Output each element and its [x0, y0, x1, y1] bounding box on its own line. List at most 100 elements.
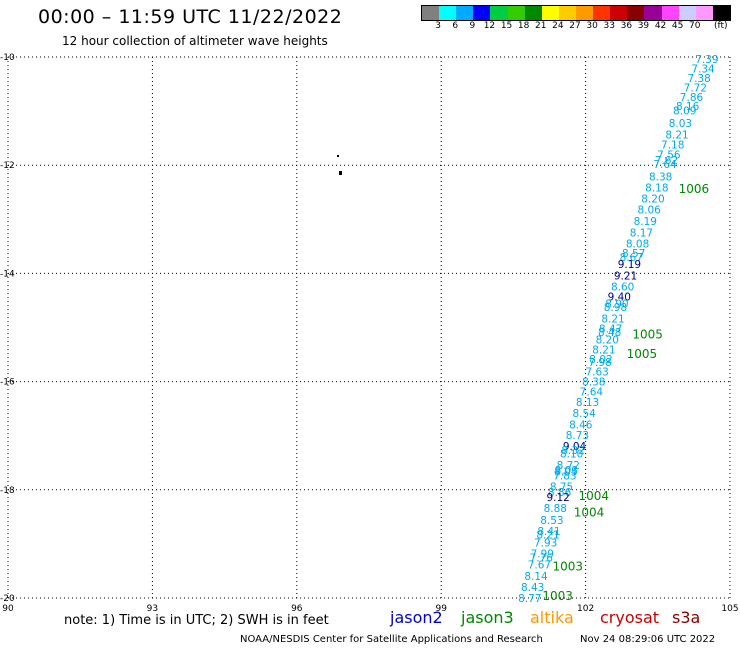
wave-height-label: 9.21 — [614, 271, 637, 283]
wave-height-label: 8.73 — [566, 430, 589, 442]
scale-swatch — [593, 6, 611, 20]
scale-swatch — [695, 6, 713, 20]
map-subtitle: 12 hour collection of altimeter wave hei… — [62, 34, 328, 48]
scale-swatch — [558, 6, 576, 20]
mission-legend-item: altika — [530, 608, 574, 627]
wave-height-label: 8.10 — [560, 449, 583, 461]
wave-height-label: 7.93 — [534, 537, 557, 549]
mission-legend-item: s3a — [672, 608, 701, 627]
wave-height-label: 8.72 — [557, 460, 580, 472]
wave-height-label: 7.67 — [528, 559, 551, 571]
pressure-label: 1003 — [542, 589, 573, 603]
timestamp-text: Nov 24 08:29:06 UTC 2022 — [580, 634, 716, 645]
lat-tick-label: -16 — [0, 378, 15, 388]
wave-height-label: 7.62 — [655, 155, 678, 167]
pressure-labels: 1006 1005 1005 1004 1004 1003 1003 — [542, 182, 709, 603]
wave-height-label: 8.03 — [669, 118, 692, 130]
pressure-label: 1004 — [574, 506, 605, 520]
color-scale-labels: 3 6 9 12 15 18 21 24 27 30 33 36 39 42 45 70 — [421, 21, 729, 33]
scale-label: 6 — [452, 21, 459, 31]
scale-swatch — [524, 6, 542, 20]
scale-swatch — [661, 6, 679, 20]
wave-height-label: 8.86 — [548, 487, 572, 499]
wave-height-label: 7.64 — [653, 159, 677, 171]
wave-height-label: 8.02 — [589, 354, 612, 366]
axis-tick-labels: 90 93 96 99 102 105 -10 -12 -14 -16 -18 -20 — [0, 53, 739, 614]
lon-tick-label: 105 — [721, 604, 738, 614]
lat-tick-label: -18 — [0, 486, 15, 496]
island-mark — [337, 155, 339, 157]
scale-swatch — [627, 6, 645, 20]
wave-height-label: 8.38 — [582, 377, 605, 389]
lon-tick-label: 102 — [577, 604, 594, 614]
wave-height-label: 8.13 — [576, 397, 599, 409]
pressure-label: 1005 — [632, 328, 663, 342]
color-scale-units: (ft) — [714, 21, 728, 31]
wave-height-label: 7.72 — [684, 82, 707, 94]
wave-height-label: 8.32 — [561, 445, 584, 457]
lon-tick-label: 99 — [435, 604, 447, 614]
wave-height-label: 8.08 — [626, 239, 649, 251]
scale-label: 18 — [517, 21, 530, 31]
wave-height-label: 8.06 — [637, 205, 661, 217]
wave-height-label: 8.19 — [634, 216, 657, 228]
lat-tick-label: -12 — [0, 161, 15, 171]
scale-label: 39 — [637, 21, 650, 31]
wave-height-label: 8.21 — [592, 345, 615, 357]
scale-swatch — [456, 6, 474, 20]
pressure-label: 1003 — [553, 560, 584, 574]
wave-height-label: 8.43 — [521, 582, 544, 594]
wave-height-label: 7.39 — [695, 54, 718, 66]
wave-height-label: 8.53 — [540, 515, 563, 527]
scale-label: 33 — [603, 21, 615, 31]
map-title: 00:00 – 11:59 UTC 11/22/2022 — [38, 6, 343, 28]
scale-label: 24 — [552, 21, 564, 31]
scale-swatch — [610, 6, 628, 20]
wave-height-color-scale — [421, 5, 731, 21]
wave-height-label: 8.21 — [601, 313, 624, 325]
wave-height-label: 8.90 — [605, 299, 628, 311]
lat-tick-label: -20 — [0, 594, 15, 604]
wave-height-label: 8.54 — [572, 408, 596, 420]
scale-swatch — [541, 6, 559, 20]
wave-height-label: 8.17 — [630, 227, 653, 239]
lat-lon-grid — [7, 56, 731, 599]
lon-tick-label: 93 — [147, 604, 158, 614]
scale-label: 21 — [535, 21, 547, 31]
scale-swatch — [473, 6, 491, 20]
wave-height-label: 7.34 — [691, 63, 715, 75]
wave-height-label: 7.98 — [588, 357, 611, 369]
wave-height-label: 8.67 — [620, 252, 643, 264]
wave-height-label: 8.47 — [599, 324, 622, 336]
wave-height-label: 8.41 — [537, 526, 560, 538]
lon-tick-label: 96 — [291, 604, 303, 614]
wave-height-label: 9.12 — [546, 492, 569, 504]
scale-label: 45 — [671, 21, 684, 31]
wave-height-label: 7.64 — [580, 386, 604, 398]
wave-height-label: 8.21 — [665, 129, 688, 141]
pressure-label: 1006 — [679, 182, 710, 196]
scale-label: 12 — [483, 21, 496, 31]
wave-height-label: 8.14 — [524, 571, 548, 583]
wave-height-label: 8.18 — [645, 182, 668, 194]
wave-height-label: 7.76 — [530, 552, 554, 564]
scale-swatch — [644, 6, 662, 20]
wave-height-label: 9.40 — [608, 292, 631, 304]
wave-height-label: 8.09 — [673, 106, 696, 118]
wave-height-label: 8.16 — [676, 101, 700, 113]
units-note: note: 1) Time is in UTC; 2) SWH is in fe… — [64, 613, 329, 628]
wave-height-label: 7.18 — [661, 140, 684, 152]
wave-height-label: 8.75 — [550, 482, 573, 494]
island-markers — [337, 155, 342, 175]
wave-height-label: 8.48 — [598, 327, 621, 339]
wave-height-label: 8.20 — [641, 194, 664, 206]
wave-height-label: 7.86 — [680, 92, 704, 104]
scale-swatch — [507, 6, 525, 20]
wave-height-label: 7.56 — [657, 149, 681, 161]
lat-tick-label: -14 — [0, 269, 15, 279]
scale-swatch — [678, 6, 696, 20]
scale-label: 3 — [435, 21, 441, 31]
wave-height-label: 7.83 — [553, 471, 576, 483]
lon-tick-label: 90 — [2, 604, 14, 614]
